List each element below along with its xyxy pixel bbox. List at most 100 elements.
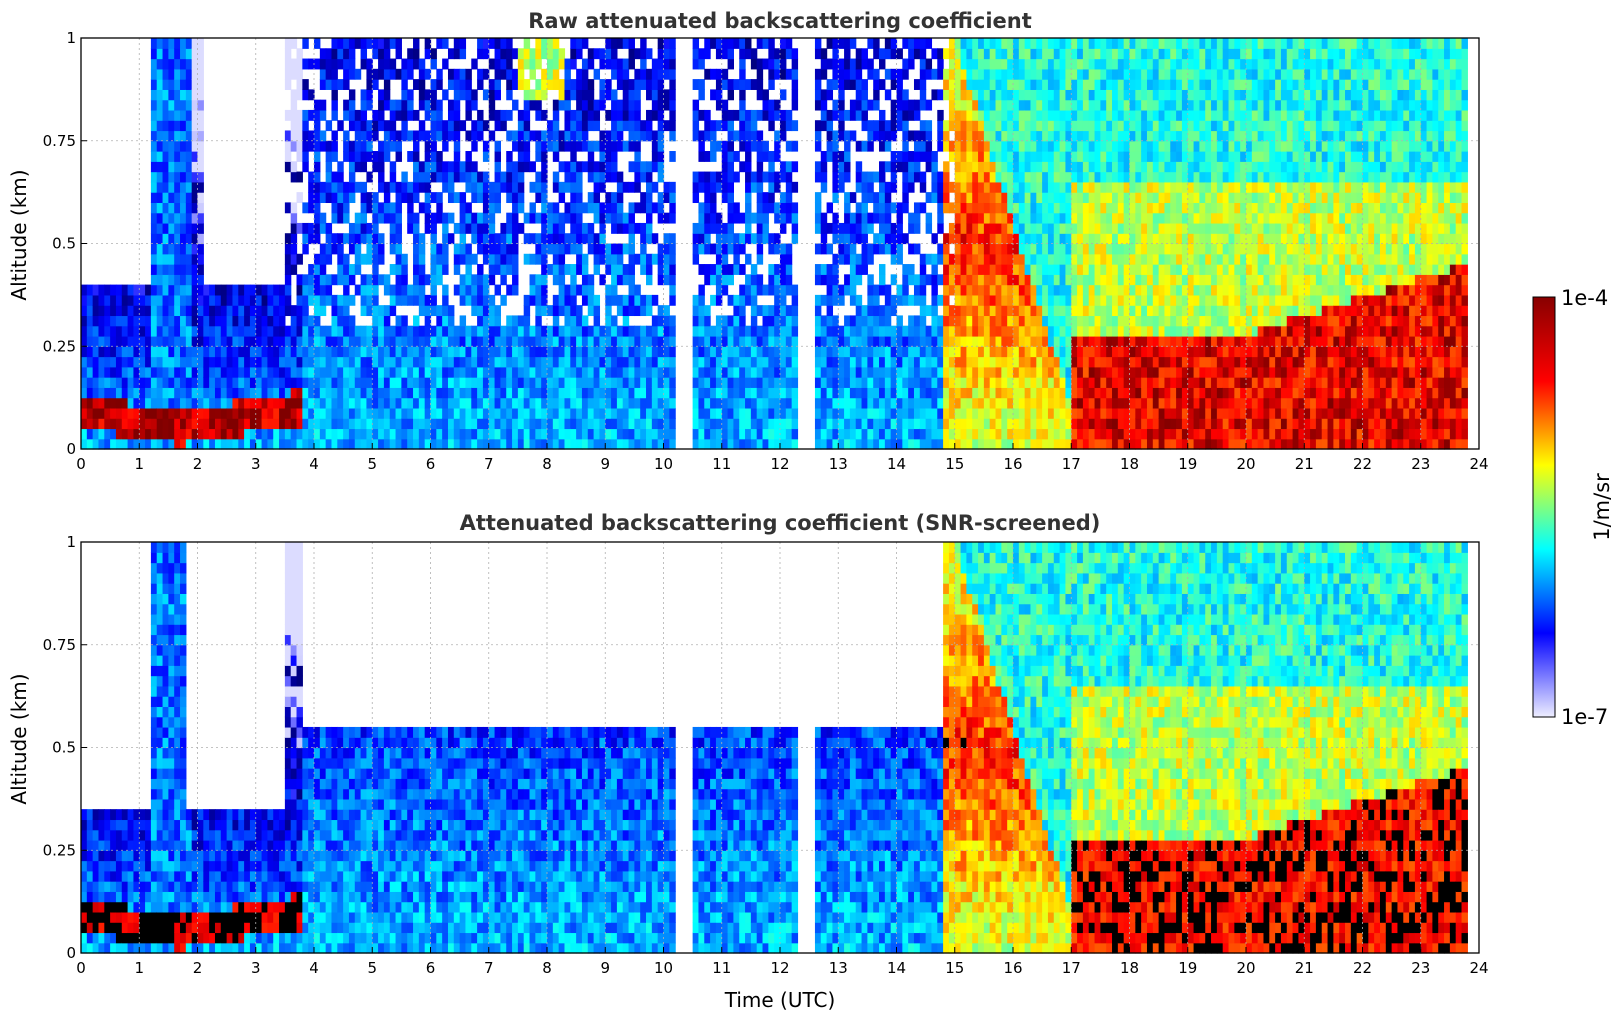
heatmap-cell [331,397,338,409]
heatmap-cell [1024,377,1032,388]
heatmap-cell [564,109,571,121]
heatmap-cell [86,346,94,358]
heatmap-cell [354,130,362,142]
heatmap-cell [634,171,641,183]
heatmap-cell [162,161,169,173]
heatmap-cell [354,387,362,399]
heatmap-cell [226,325,234,337]
heatmap-cell [162,335,169,347]
heatmap-cell [552,202,560,214]
heatmap-cell [465,68,472,80]
heatmap-cell [727,377,734,388]
heatmap-cell [605,407,612,419]
heatmap-cell [424,202,432,214]
heatmap-cell [302,161,309,173]
heatmap-cell [587,274,595,286]
heatmap-cell [523,140,531,152]
heatmap-cell [616,428,624,440]
heatmap-cell [558,325,566,337]
heatmap-cell [168,253,175,265]
heatmap-cell [1047,140,1055,152]
heatmap-cell [174,222,181,234]
heatmap-cell [634,253,641,265]
heatmap-cell [768,325,775,337]
heatmap-cell [139,407,146,419]
heatmap-cell [698,335,705,347]
heatmap-cell [879,120,886,132]
heatmap-cell [552,366,560,378]
heatmap-cell [890,253,898,265]
heatmap-cell [442,356,449,368]
heatmap-cell [378,68,385,80]
heatmap-cell [756,233,764,245]
heatmap-cell [1007,264,1014,275]
heatmap-cell [663,315,670,327]
heatmap-cell [284,161,292,173]
heatmap-cell [692,99,700,111]
heatmap-cell [651,366,659,378]
heatmap-cell [954,58,962,70]
heatmap-cell [919,315,927,327]
heatmap-cell [785,346,793,358]
heatmap-cell [506,428,513,440]
heatmap-cell [646,161,653,173]
heatmap-cell [663,233,670,245]
heatmap-cell [611,377,618,388]
heatmap-cell [913,140,921,152]
heatmap-cell [139,335,146,347]
heatmap-cell [564,428,571,440]
heatmap-cell [1030,274,1037,286]
heatmap-cell [86,305,94,317]
heatmap-cell [721,346,729,358]
heatmap-cell [762,315,769,327]
heatmap-cell [389,222,397,234]
heatmap-cell [506,130,513,142]
heatmap-cell [430,222,437,234]
heatmap-cell [337,48,344,60]
heatmap-cell [931,192,938,204]
heatmap-cell [768,38,775,49]
heatmap-cell [704,192,711,204]
heatmap-cell [226,305,234,317]
heatmap-cell [244,335,251,347]
heatmap-cell [651,294,659,306]
heatmap-cell [110,438,117,450]
heatmap-cell [395,192,402,204]
heatmap-cell [593,377,601,388]
heatmap-cell [360,397,368,409]
heatmap-cell [669,397,676,409]
heatmap-cell [378,305,385,317]
heatmap-cell [290,38,298,49]
heatmap-cell [465,89,472,101]
heatmap-cell [879,274,886,286]
heatmap-cell [972,58,979,70]
heatmap-cell [360,120,368,132]
heatmap-cell [442,366,449,378]
heatmap-cell [1013,130,1020,142]
heatmap-cell [348,181,356,193]
heatmap-cell [721,99,729,111]
heatmap-cell [1042,171,1049,183]
heatmap-cell [133,335,140,347]
heatmap-cell [873,202,880,214]
heatmap-cell [558,428,566,440]
heatmap-cell [611,109,618,121]
heatmap-cell [86,428,94,440]
heatmap-cell [308,192,315,204]
heatmap-cell [180,428,187,440]
heatmap-cell [873,120,880,132]
heatmap-cell [745,109,752,121]
heatmap-cell [360,377,368,388]
heatmap-cell [651,397,659,409]
heatmap-cell [972,109,979,121]
heatmap-cell [447,315,455,327]
heatmap-cell [191,99,199,111]
heatmap-cell [413,325,420,337]
heatmap-cell [331,38,338,49]
heatmap-cell [727,140,734,152]
heatmap-cell [249,397,257,409]
heatmap-cell [564,181,571,193]
heatmap-cell [814,48,822,60]
heatmap-cell [512,407,519,419]
heatmap-cell [459,222,467,234]
